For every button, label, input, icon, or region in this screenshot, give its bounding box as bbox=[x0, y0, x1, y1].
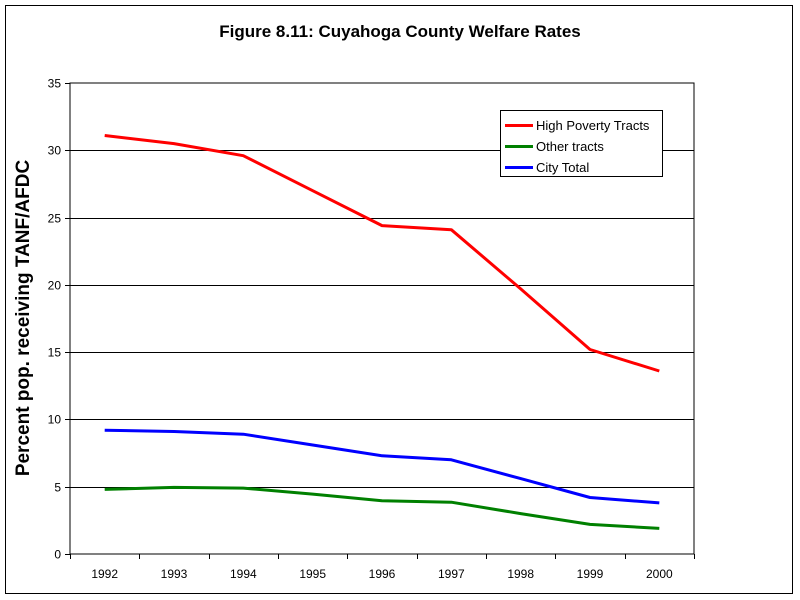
legend-label-high-poverty: High Poverty Tracts bbox=[536, 118, 650, 133]
x-tick-label: 1998 bbox=[507, 567, 534, 581]
x-tick-label: 1999 bbox=[577, 567, 604, 581]
x-tick-label: 2000 bbox=[646, 567, 673, 581]
y-tick-label: 15 bbox=[48, 346, 62, 360]
legend-swatch-other-tracts bbox=[505, 145, 533, 148]
legend: High Poverty Tracts Other tracts City To… bbox=[500, 110, 663, 177]
legend-item-city-total: City Total bbox=[501, 157, 662, 178]
y-tick-label: 20 bbox=[48, 279, 62, 293]
legend-label-city-total: City Total bbox=[536, 160, 590, 175]
legend-swatch-city-total bbox=[505, 166, 533, 169]
x-tick-label: 1996 bbox=[369, 567, 396, 581]
x-tick-label: 1997 bbox=[438, 567, 465, 581]
legend-item-high-poverty: High Poverty Tracts bbox=[501, 115, 662, 136]
y-tick-label: 25 bbox=[48, 212, 62, 226]
y-tick-label: 30 bbox=[48, 144, 62, 158]
x-tick-label: 1993 bbox=[161, 567, 188, 581]
y-tick-label: 10 bbox=[48, 413, 62, 427]
x-tick-label: 1992 bbox=[91, 567, 118, 581]
y-tick-label: 0 bbox=[54, 548, 61, 562]
chart-title: Figure 8.11: Cuyahoga County Welfare Rat… bbox=[219, 22, 581, 41]
y-tick-label: 5 bbox=[54, 481, 61, 495]
legend-item-other-tracts: Other tracts bbox=[501, 136, 662, 157]
x-tick-label: 1995 bbox=[299, 567, 326, 581]
legend-swatch-high-poverty bbox=[505, 124, 533, 127]
legend-label-other-tracts: Other tracts bbox=[536, 139, 604, 154]
y-tick-label: 35 bbox=[48, 77, 62, 91]
x-tick-label: 1994 bbox=[230, 567, 257, 581]
